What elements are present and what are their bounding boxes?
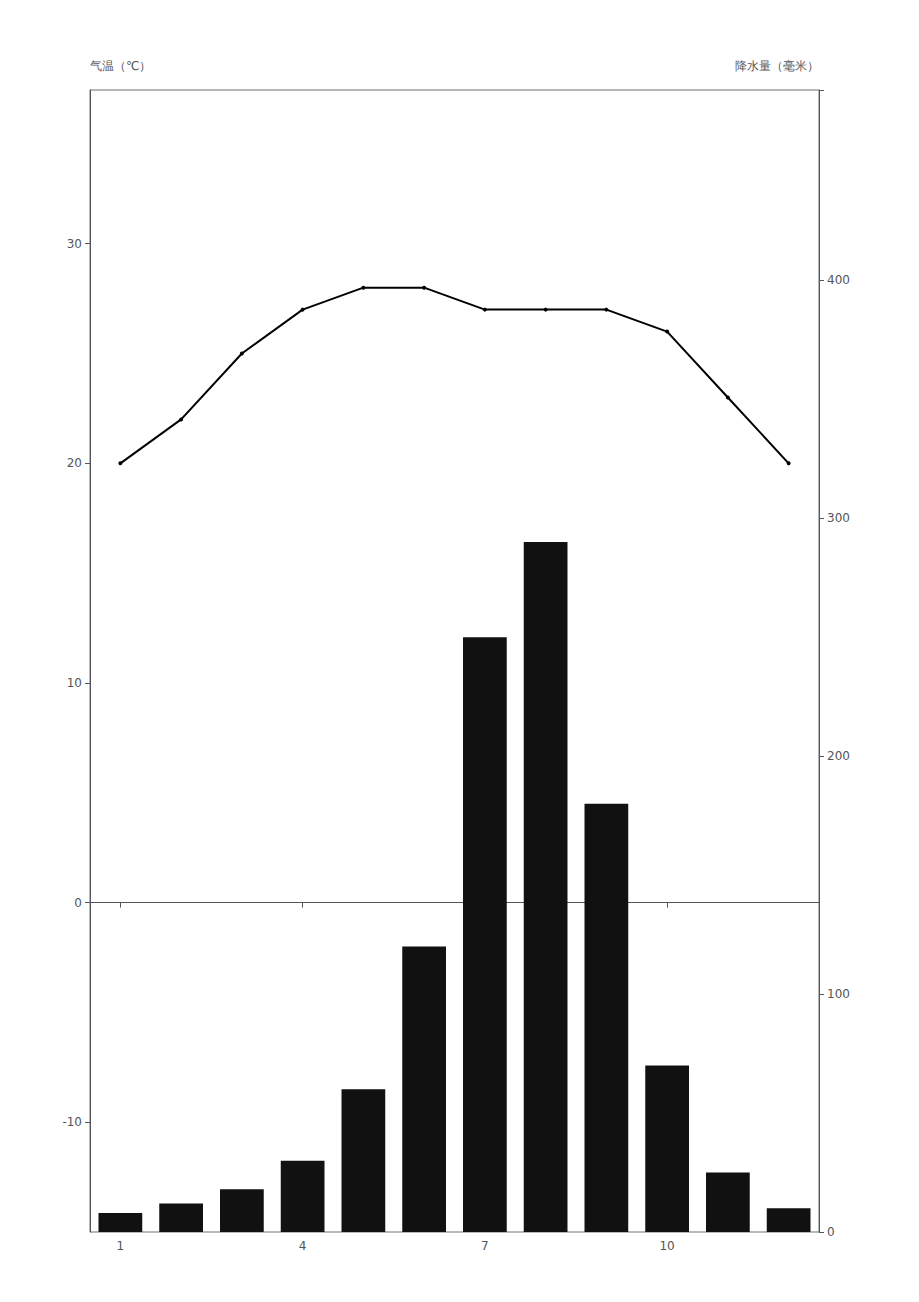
- svg-text:10: 10: [659, 1239, 674, 1253]
- svg-text:10: 10: [67, 676, 82, 690]
- svg-text:4: 4: [299, 1239, 307, 1253]
- svg-text:气温（℃）: 气温（℃）: [90, 59, 151, 73]
- svg-text:7: 7: [481, 1239, 489, 1253]
- svg-text:200: 200: [827, 749, 850, 763]
- svg-text:1: 1: [117, 1239, 125, 1253]
- svg-text:0: 0: [827, 1225, 835, 1239]
- svg-text:100: 100: [827, 987, 850, 1001]
- svg-text:降水量（毫米）: 降水量（毫米）: [735, 59, 819, 73]
- svg-text:0: 0: [74, 896, 82, 910]
- svg-text:400: 400: [827, 273, 850, 287]
- svg-text:-10: -10: [62, 1115, 82, 1129]
- svg-text:20: 20: [67, 456, 82, 470]
- svg-text:300: 300: [827, 511, 850, 525]
- svg-text:30: 30: [67, 237, 82, 251]
